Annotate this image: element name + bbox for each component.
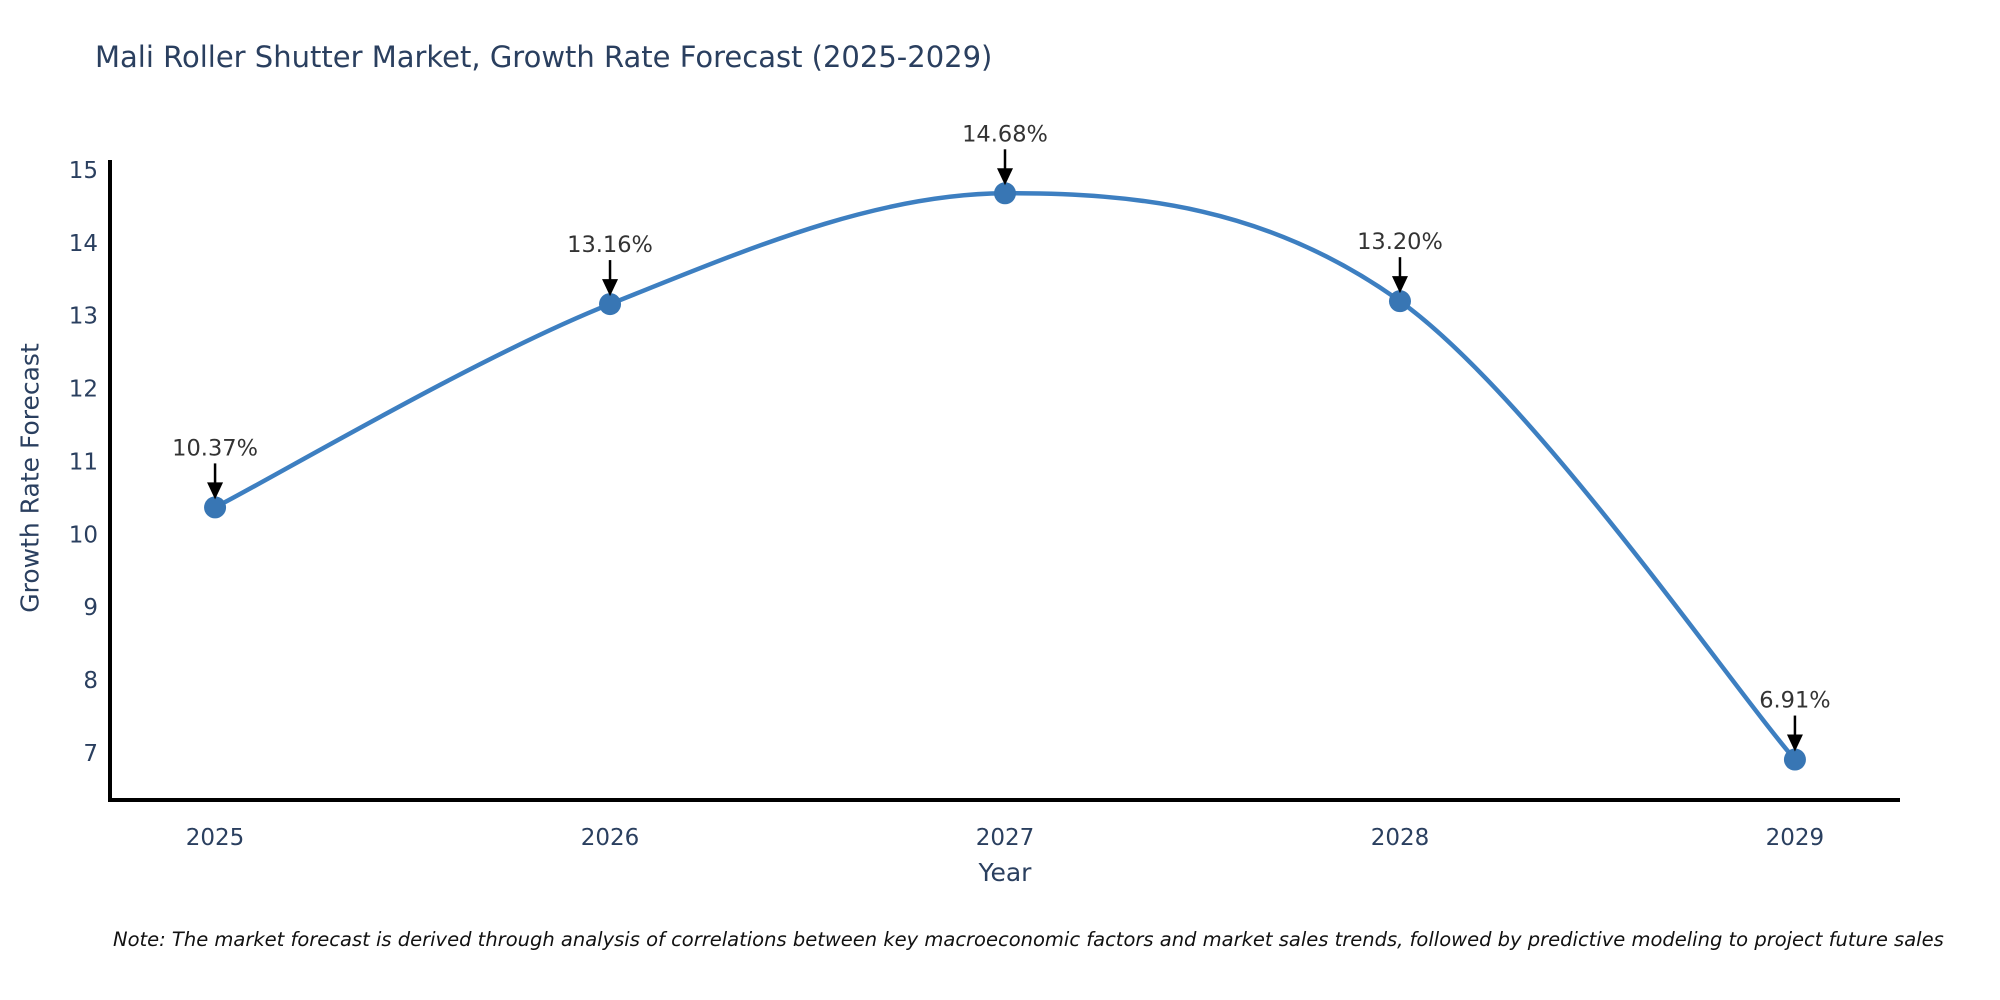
data-point-marker (599, 293, 622, 316)
annotation-arrow-head (1391, 276, 1408, 294)
x-axis-title: Year (978, 858, 1032, 887)
data-point-label: 14.68% (962, 121, 1048, 147)
x-tick-label: 2026 (581, 825, 640, 851)
data-point-label: 10.37% (172, 435, 258, 461)
annotation-arrow-head (207, 482, 224, 500)
data-point-label: 13.20% (1357, 229, 1443, 255)
x-tick-label: 2029 (1766, 825, 1825, 851)
data-point-marker (994, 182, 1016, 205)
annotation-arrow-head (602, 279, 619, 297)
x-tick-label: 2025 (186, 825, 245, 851)
y-tick-label: 9 (83, 595, 98, 621)
y-axis-title: Growth Rate Forecast (15, 343, 45, 613)
y-tick-label: 12 (69, 377, 98, 403)
data-point-marker (1783, 748, 1806, 771)
chart-title: Mali Roller Shutter Market, Growth Rate … (95, 40, 993, 74)
data-point-label: 13.16% (567, 232, 653, 258)
y-tick-label: 13 (69, 304, 98, 330)
data-point-marker (1388, 290, 1411, 313)
y-tick-label: 15 (69, 158, 98, 184)
data-point-marker (204, 496, 227, 519)
y-tick-label: 8 (83, 668, 98, 694)
y-tick-label: 10 (69, 522, 98, 548)
annotation-arrow-head (1786, 734, 1803, 752)
forecast-line (214, 191, 1797, 762)
y-tick-label: 7 (83, 741, 98, 767)
x-tick-label: 2028 (1371, 825, 1430, 851)
footnote: Note: The market forecast is derived thr… (113, 928, 1944, 951)
data-point-label: 6.91% (1759, 688, 1830, 714)
annotation-arrow-head (997, 168, 1013, 186)
y-tick-label: 11 (69, 449, 98, 475)
x-tick-label: 2027 (976, 825, 1035, 851)
y-tick-label: 14 (69, 231, 98, 257)
